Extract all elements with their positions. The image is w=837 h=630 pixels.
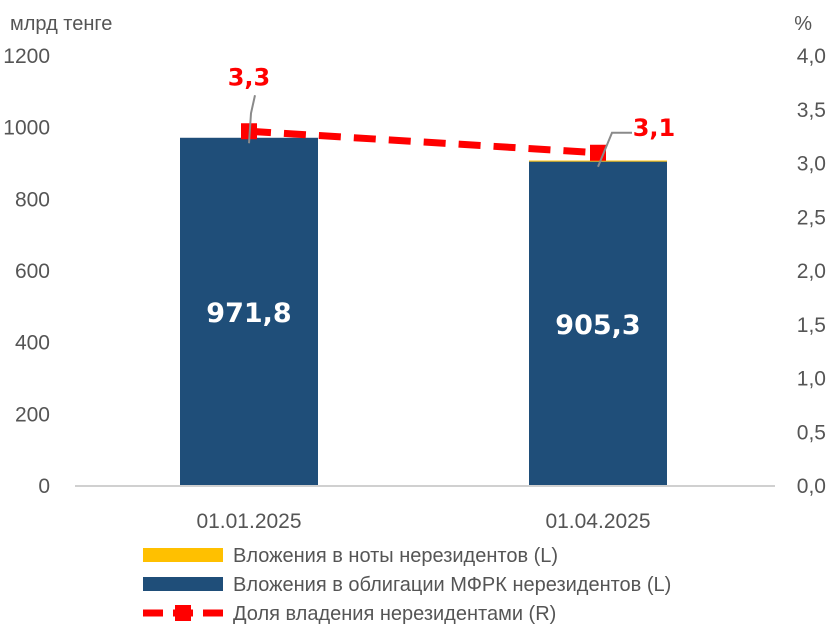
- left-axis-ticks: 0 200 400 600 800 1000 1200: [3, 45, 50, 498]
- bar-bonds: [180, 137, 318, 486]
- right-tick-label: 1,5: [797, 314, 826, 337]
- left-tick-label: 200: [15, 403, 50, 426]
- bars: 971,8 905,3: [180, 137, 667, 486]
- right-tick-label: 0,5: [797, 421, 826, 444]
- bar-value-label: 971,8: [206, 298, 291, 329]
- legend-swatch: [143, 548, 223, 562]
- bar-value-label: 905,3: [555, 310, 640, 341]
- right-axis-unit: %: [794, 13, 812, 35]
- legend-label: Вложения в облигации МФРК нерезидентов (…: [233, 574, 671, 596]
- x-axis-ticks: 01.01.2025 01.04.2025: [196, 510, 650, 533]
- left-tick-label: 600: [15, 260, 50, 283]
- left-tick-label: 1000: [3, 117, 50, 140]
- legend-label: Вложения в ноты нерезидентов (L): [233, 545, 558, 567]
- legend-swatch-marker: [175, 605, 191, 621]
- left-axis-unit: млрд тенге: [10, 13, 112, 35]
- right-tick-label: 2,5: [797, 206, 826, 229]
- legend-swatch: [143, 577, 223, 591]
- right-tick-label: 1,0: [797, 368, 826, 391]
- right-tick-label: 3,5: [797, 99, 826, 122]
- bar-bonds: [529, 161, 667, 486]
- label-leader-line: [597, 131, 632, 168]
- legend-item: Вложения в ноты нерезидентов (L): [143, 545, 558, 567]
- line-value-label: 3,1: [633, 114, 676, 142]
- label-leader-line: [248, 95, 256, 144]
- x-tick-label: 01.04.2025: [545, 510, 650, 533]
- right-axis-ticks: 0,0 0,5 1,0 1,5 2,0 2,5 3,0 3,5 4,0: [797, 45, 826, 498]
- left-tick-label: 0: [38, 475, 50, 498]
- left-tick-label: 400: [15, 332, 50, 355]
- legend-label: Доля владения нерезидентами (R): [233, 603, 556, 625]
- right-tick-label: 2,0: [797, 260, 826, 283]
- legend: Вложения в ноты нерезидентов (L) Вложения…: [143, 545, 671, 625]
- left-tick-label: 800: [15, 188, 50, 211]
- right-tick-label: 3,0: [797, 153, 826, 176]
- line-series: 3,3 3,1: [228, 63, 676, 168]
- legend-item: Вложения в облигации МФРК нерезидентов (…: [143, 574, 671, 596]
- line-path: [248, 127, 599, 157]
- right-tick-label: 4,0: [797, 45, 826, 68]
- right-tick-label: 0,0: [797, 475, 826, 498]
- legend-item: Доля владения нерезидентами (R): [143, 603, 556, 625]
- bar-notes: [529, 160, 667, 162]
- x-tick-label: 01.01.2025: [196, 510, 301, 533]
- left-tick-label: 1200: [3, 45, 50, 68]
- line-value-label: 3,3: [228, 63, 271, 91]
